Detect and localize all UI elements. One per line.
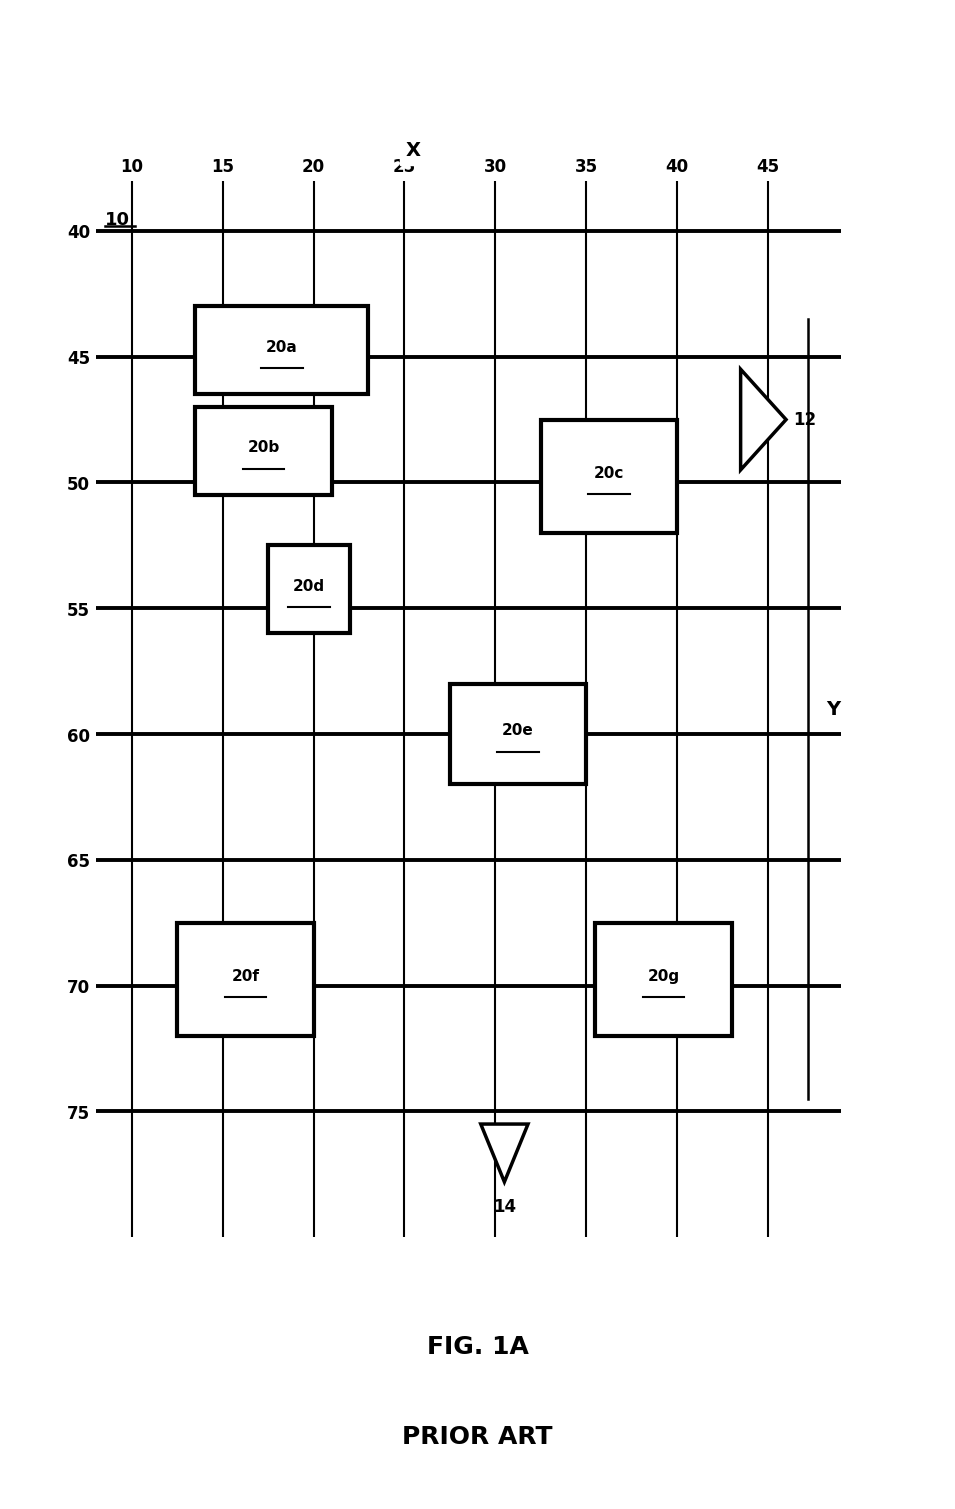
- Bar: [450, 684, 586, 785]
- Bar: [595, 924, 732, 1037]
- Text: 20d: 20d: [293, 578, 325, 593]
- Text: X: X: [406, 142, 421, 160]
- Bar: [178, 924, 313, 1037]
- Text: 20a: 20a: [265, 340, 298, 355]
- Text: 20e: 20e: [502, 723, 534, 738]
- Text: 12: 12: [794, 410, 817, 429]
- Text: 20g: 20g: [647, 969, 679, 984]
- Text: FIG. 1A: FIG. 1A: [427, 1334, 528, 1358]
- Text: PRIOR ART: PRIOR ART: [402, 1424, 553, 1449]
- Text: 10: 10: [105, 211, 130, 229]
- Text: 20c: 20c: [594, 465, 624, 480]
- Text: 20f: 20f: [231, 969, 260, 984]
- Bar: [541, 420, 677, 533]
- Bar: [196, 306, 368, 395]
- Polygon shape: [740, 370, 786, 471]
- Text: Y: Y: [826, 700, 840, 718]
- Bar: [196, 407, 331, 495]
- Text: 14: 14: [493, 1197, 516, 1215]
- Text: 20b: 20b: [247, 441, 280, 456]
- Polygon shape: [480, 1124, 528, 1182]
- Bar: [268, 546, 350, 634]
